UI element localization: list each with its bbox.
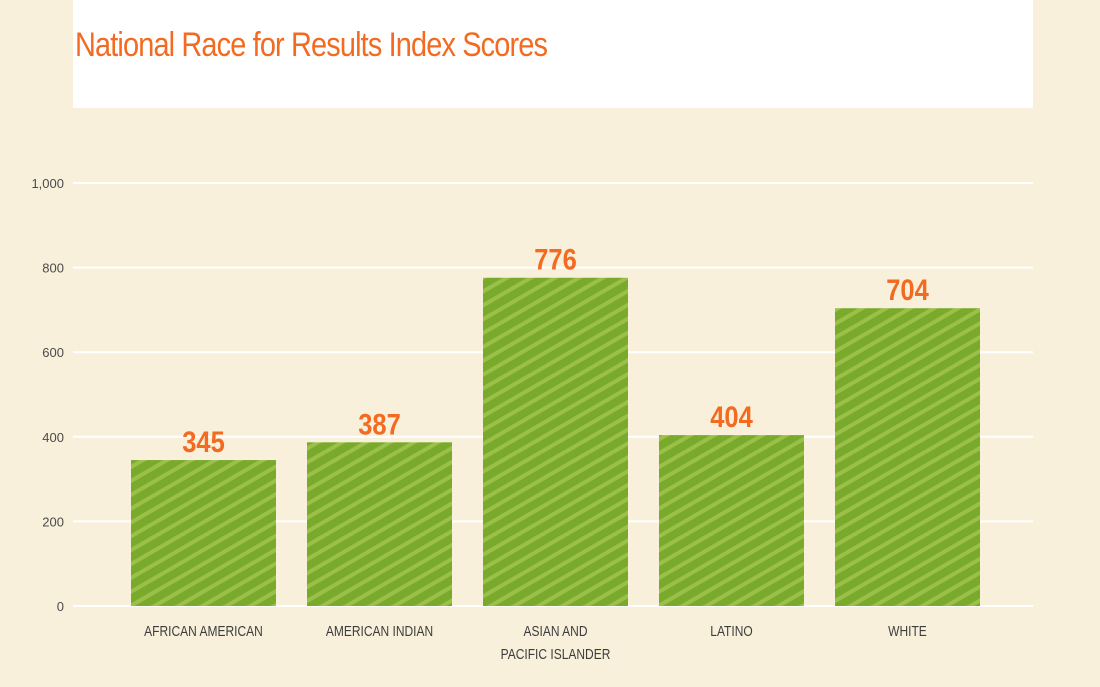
bar <box>131 460 276 606</box>
value-label: 387 <box>358 407 401 440</box>
title-panel <box>73 0 1033 108</box>
y-axis-ticks: 0 200 400 600 800 1,000 <box>31 176 64 614</box>
y-tick-label: 400 <box>42 430 64 445</box>
y-tick-label: 0 <box>57 599 64 614</box>
category-label: PACIFIC ISLANDER <box>501 646 611 663</box>
y-tick-label: 600 <box>42 345 64 360</box>
value-label: 776 <box>534 243 577 276</box>
category-label: LATINO <box>710 623 752 640</box>
category-label: AMERICAN INDIAN <box>326 623 433 640</box>
bar <box>483 277 628 606</box>
bar <box>659 435 804 606</box>
category-label: ASIAN AND <box>523 623 587 640</box>
chart-title: National Race for Results Index Scores <box>75 26 548 64</box>
value-label: 404 <box>710 400 753 433</box>
bar <box>835 308 980 606</box>
bars <box>131 277 980 606</box>
category-labels: AFRICAN AMERICAN AMERICAN INDIAN ASIAN AND… <box>144 623 927 663</box>
bar <box>307 442 452 606</box>
y-tick-label: 1,000 <box>31 176 64 191</box>
category-label: AFRICAN AMERICAN <box>144 623 263 640</box>
value-label: 704 <box>886 273 929 306</box>
y-tick-label: 800 <box>42 261 64 276</box>
y-tick-label: 200 <box>42 514 64 529</box>
value-label: 345 <box>182 425 225 458</box>
value-labels: 345 387 776 404 704 <box>182 243 929 459</box>
category-label: WHITE <box>888 623 927 640</box>
